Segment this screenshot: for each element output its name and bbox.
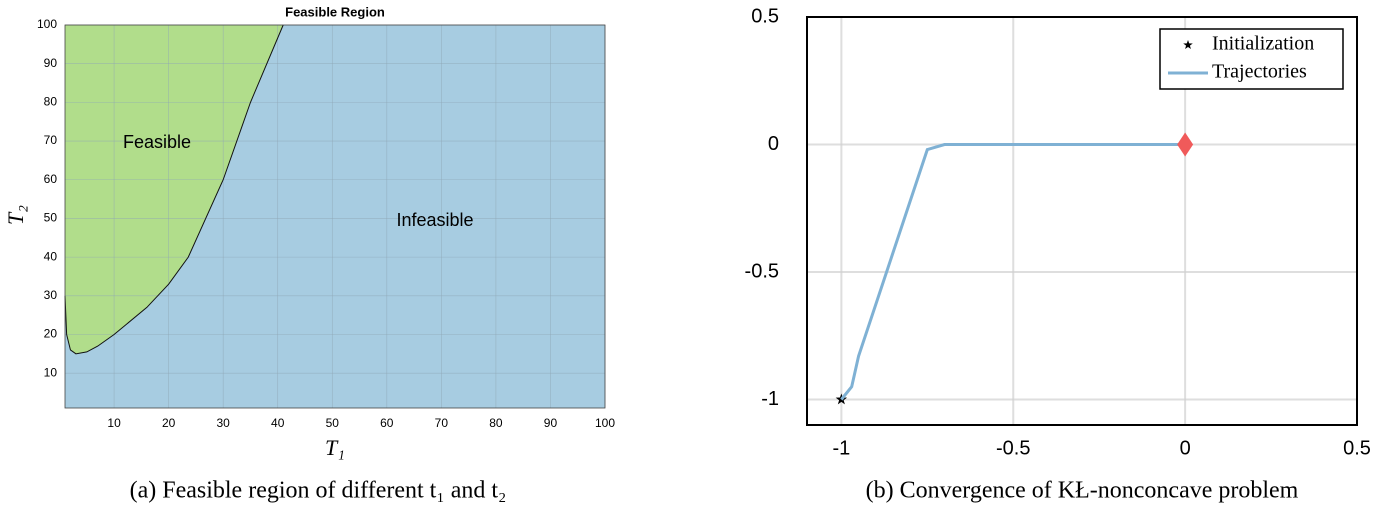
x-tick-label: 100 (595, 416, 615, 430)
x-tick-label: 10 (107, 416, 121, 430)
y-tick-label: 100 (37, 17, 57, 31)
y-tick-label: 10 (44, 365, 58, 379)
x-axis-label: T₁ (325, 435, 345, 460)
boundary-line (64, 24, 284, 355)
x-tick-label: -0.5 (996, 437, 1030, 459)
x-tick-label: 20 (162, 416, 176, 430)
legend-box (1159, 28, 1344, 90)
caption: (b) Convergence of KŁ-nonconcave problem (866, 478, 1299, 504)
x-tick-label: 0.5 (1343, 437, 1371, 459)
plot-frame (64, 24, 606, 409)
legend-swatch (1183, 40, 1193, 50)
y-tick-label: 60 (44, 172, 58, 186)
y-tick-label: 90 (44, 56, 58, 70)
x-tick-label: 50 (326, 416, 340, 430)
x-tick-label: 0 (1180, 437, 1191, 459)
y-tick-label: 50 (44, 211, 58, 225)
plot-frame (806, 16, 1358, 426)
region-label: Infeasible (396, 210, 473, 230)
y-tick-label: 40 (44, 249, 58, 263)
y-tick-label: -1 (761, 388, 779, 410)
y-tick-label: 0 (768, 133, 779, 155)
y-tick-label: 70 (44, 133, 58, 147)
y-tick-label: -0.5 (745, 260, 779, 282)
caption: (a) Feasible region of different t₁ and … (130, 478, 507, 504)
x-tick-label: -1 (832, 437, 850, 459)
region-label: Feasible (123, 132, 191, 152)
x-tick-label: 80 (489, 416, 503, 430)
x-tick-label: 40 (271, 416, 285, 430)
feasible-region (65, 25, 284, 354)
y-tick-label: 20 (44, 327, 58, 341)
y-axis-label: T₂ (3, 205, 28, 225)
chart-title: Feasible Region (285, 4, 385, 19)
trajectory-line (840, 143, 1186, 401)
legend-label: Trajectories (1212, 61, 1307, 83)
legend-label: Initialization (1212, 33, 1314, 55)
x-tick-label: 30 (217, 416, 231, 430)
y-tick-label: 30 (44, 288, 58, 302)
x-tick-label: 90 (544, 416, 558, 430)
y-tick-label: 0.5 (751, 5, 779, 27)
optimum-marker (1177, 132, 1194, 157)
y-tick-label: 80 (44, 95, 58, 109)
x-tick-label: 70 (435, 416, 449, 430)
x-tick-label: 60 (380, 416, 394, 430)
